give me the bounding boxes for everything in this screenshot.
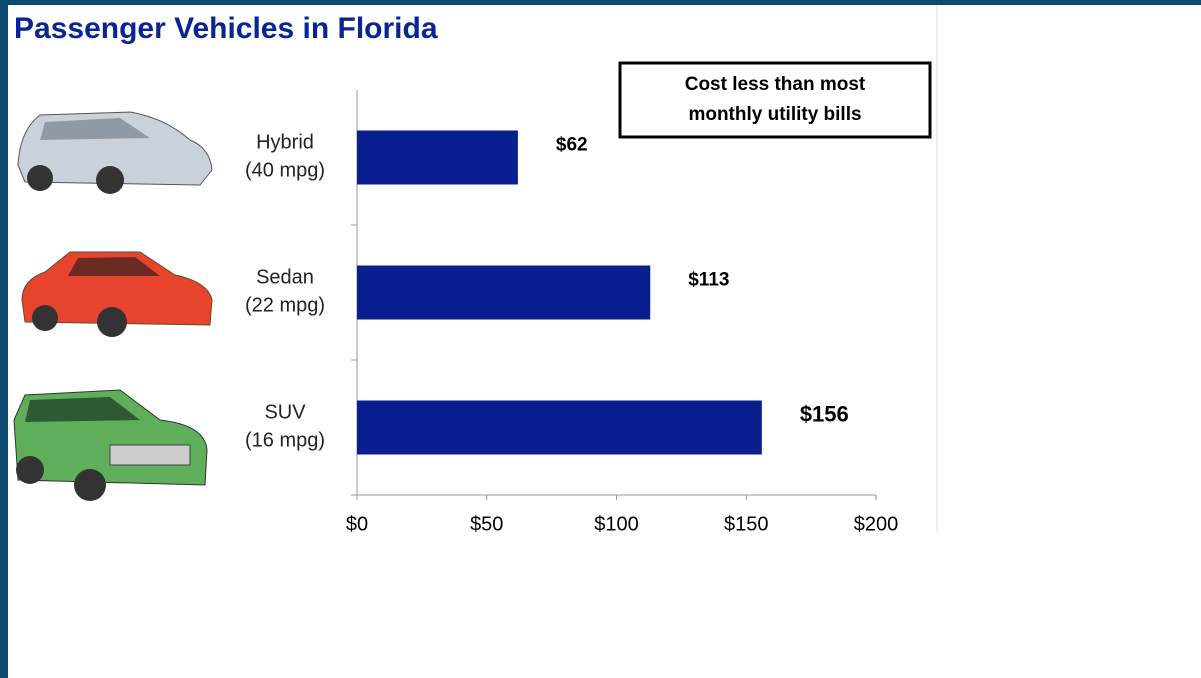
value-label: $113 — [688, 270, 729, 291]
value-label: $156 — [800, 401, 849, 426]
y-tick-label: Hybrid(40 mpg) — [245, 132, 325, 182]
frame-top — [0, 0, 1201, 5]
sedan-car — [22, 252, 212, 337]
value-label: $62 — [556, 135, 588, 156]
chart-title: Passenger Vehicles in Florida — [14, 12, 438, 45]
hybrid-car — [18, 112, 212, 194]
chart: Passenger Vehicles in Florida Cost less … — [0, 0, 1201, 678]
x-tick-label: $200 — [854, 513, 899, 535]
x-tick-label: $0 — [346, 513, 368, 535]
frame-left — [0, 0, 8, 678]
page: {"chart_data": {"type": "bar", "orientat… — [0, 0, 1201, 678]
x-tick-label: $150 — [724, 513, 769, 535]
suv-car — [14, 390, 207, 501]
bar — [357, 401, 762, 455]
bar — [357, 131, 518, 185]
y-tick-label: Sedan(22 mpg) — [245, 267, 325, 317]
y-tick-label: SUV(16 mpg) — [245, 402, 325, 452]
x-tick-label: $50 — [470, 513, 503, 535]
x-tick-label: $100 — [594, 513, 639, 535]
bar — [357, 266, 650, 320]
